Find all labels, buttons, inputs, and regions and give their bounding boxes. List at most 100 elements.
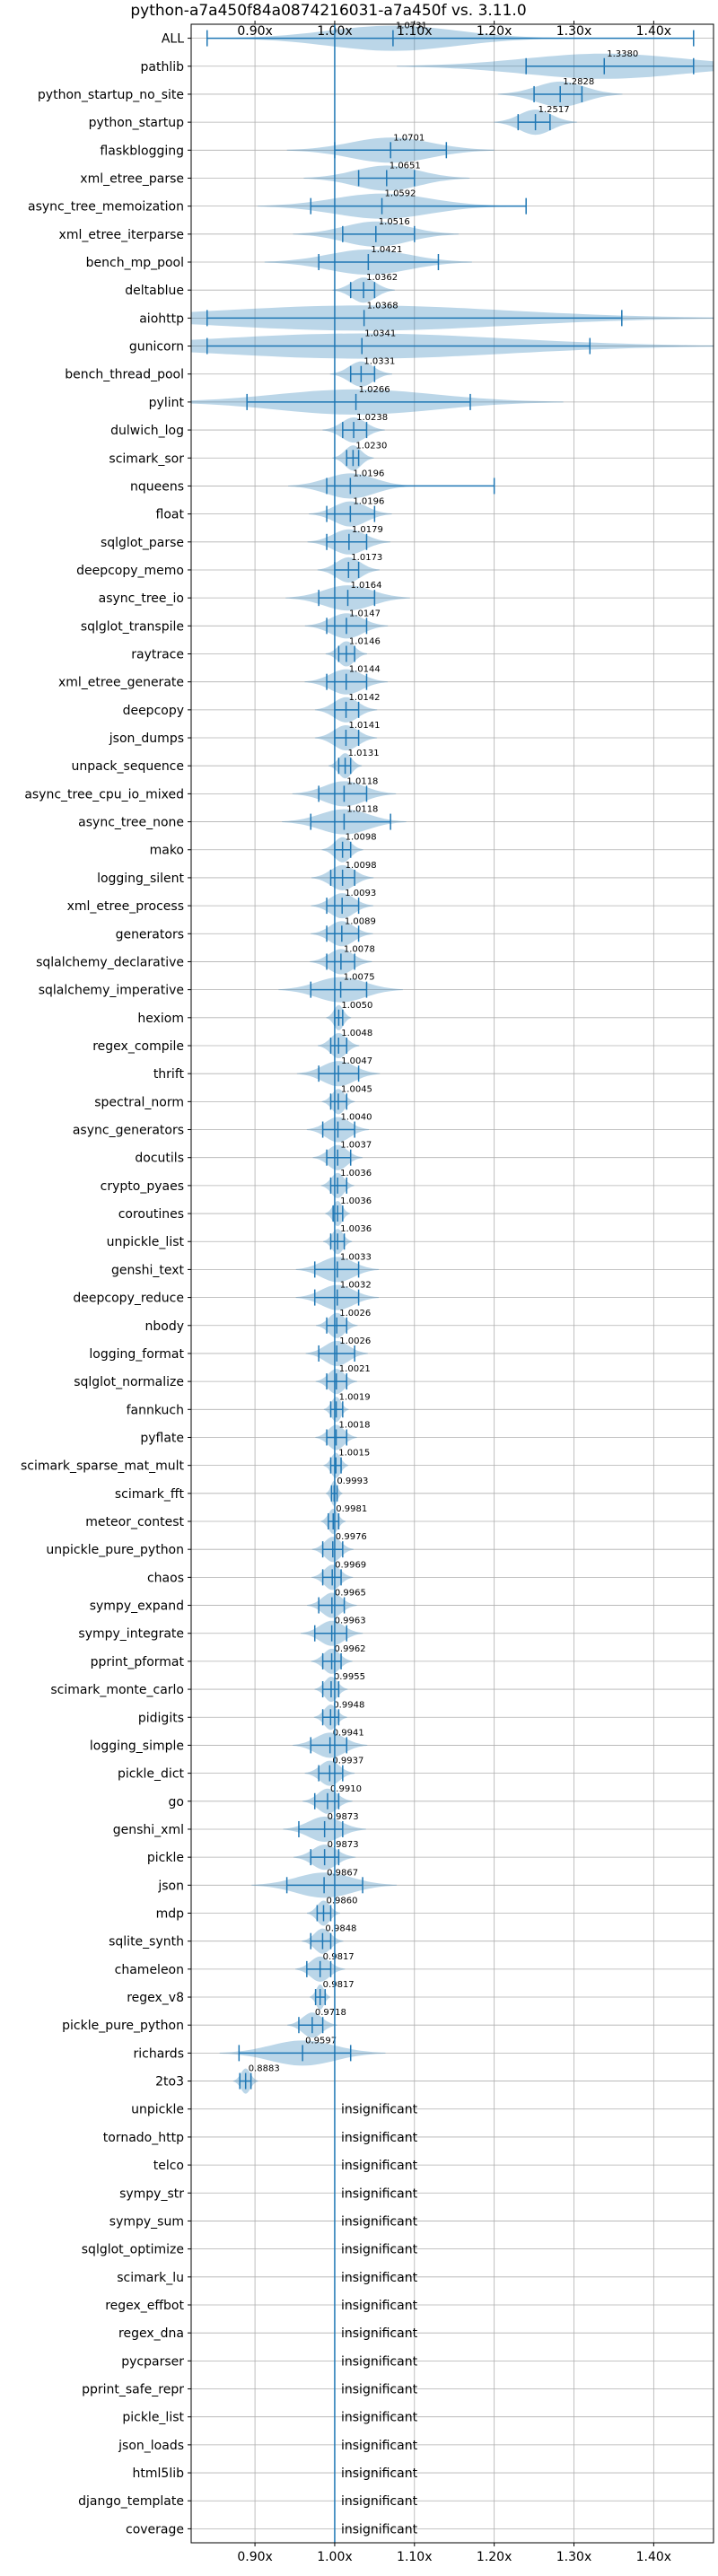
mean-value-label: 1.0266 [359,385,390,395]
mean-value-label: 0.9955 [334,1672,365,1682]
category-label: aiohttp [139,311,184,326]
category-label: xml_etree_parse [80,171,184,186]
mean-value-label: 0.9937 [332,1757,363,1766]
category-label: async_tree_none [78,816,184,830]
mean-value-label: 0.9910 [330,1784,362,1794]
mean-value-label: 1.0015 [338,1449,370,1459]
mean-value-label: 1.0731 [396,22,427,31]
mean-value-label: 1.0033 [340,1252,372,1262]
insignificant-label: insignificant [341,2522,418,2537]
category-label: gunicorn [129,340,184,355]
category-label: unpickle [131,2103,184,2117]
category-label: sqlglot_parse [101,536,184,550]
insignificant-label: insignificant [341,2159,418,2173]
category-label: pickle_dict [118,1767,185,1782]
mean-value-label: 1.0141 [348,721,380,731]
value-annotations: 1.0731 1.3380 1.2828 1.2517 1.0701 1.0651 1.05… [249,22,639,2537]
category-label: pickle [147,1851,184,1865]
category-label: flaskblogging [100,144,184,158]
category-label: nqueens [130,479,184,494]
mean-value-label: 1.0045 [341,1084,372,1094]
mean-value-label: 1.3380 [607,49,638,59]
category-label: pprint_safe_repr [82,2383,184,2397]
mean-value-label: 1.0421 [371,245,402,255]
category-label: sqlglot_normalize [74,1375,184,1389]
mean-value-label: 1.0098 [346,833,377,843]
category-label: go [169,1795,184,1809]
insignificant-label: insignificant [341,2271,418,2285]
category-label: unpack_sequence [72,759,184,774]
mean-value-label: 1.0592 [385,189,416,199]
mean-value-label: 1.0131 [348,749,380,758]
category-label: sympy_sum [109,2214,184,2229]
insignificant-label: insignificant [341,2439,418,2453]
x-tick-label-top: 0.90x [237,24,272,39]
category-label: sympy_integrate [78,1627,184,1642]
mean-value-label: 1.0036 [340,1196,372,1206]
category-label: json_loads [118,2439,184,2453]
mean-value-label: 1.2828 [563,77,594,87]
x-tick-label-top: 1.30x [556,24,591,39]
mean-value-label: 1.0075 [344,973,375,983]
mean-value-label: 1.0048 [341,1029,372,1038]
mean-value-label: 1.0142 [349,693,381,703]
category-label: genshi_xml [113,1823,184,1837]
category-label: scimark_sor [109,451,184,466]
category-label: sqlglot_transpile [81,619,184,634]
x-tick-label-bottom: 1.00x [317,2550,352,2564]
mean-value-label: 1.0173 [351,553,382,563]
category-label: genshi_text [111,1263,185,1277]
mean-value-label: 0.9867 [327,1868,358,1878]
category-label: pickle_pure_python [62,2019,184,2033]
category-label: float [156,508,185,522]
mean-value-label: 1.0230 [355,441,387,451]
category-label: xml_etree_generate [58,676,184,690]
category-label: logging_simple [90,1739,184,1753]
x-tick-label-bottom: 1.40x [636,2550,671,2564]
category-label: ALL [162,32,184,47]
category-label: pycparser [121,2354,184,2369]
mean-value-label: 0.9718 [315,2008,346,2018]
category-label: coverage [126,2522,184,2537]
category-label: python_startup [89,116,184,130]
insignificant-label: insignificant [341,2131,418,2145]
mean-value-label: 1.0037 [340,1141,372,1151]
category-label: sqlalchemy_declarative [36,955,184,969]
category-label: chaos [147,1571,184,1585]
mean-value-label: 1.0118 [346,805,378,815]
category-label: generators [116,927,184,942]
category-label: logging_silent [97,872,184,886]
category-label: richards [134,2046,185,2061]
mean-value-label: 1.0516 [379,217,410,227]
mean-value-label: 1.0331 [363,357,395,367]
plot-frame [190,23,714,2544]
category-label: fannkuch [127,1403,184,1417]
mean-value-label: 1.0047 [341,1056,372,1066]
category-label: json_dumps [109,732,184,746]
category-label: scimark_sparse_mat_mult [21,1459,184,1474]
mean-value-label: 1.0701 [393,133,425,143]
mean-value-label: 1.0147 [349,609,381,618]
x-tick-label-bottom: 0.90x [237,2550,272,2564]
category-label: pylint [149,396,185,410]
category-label: hexiom [137,1012,184,1026]
category-label: logging_format [89,1347,184,1362]
category-label: json [157,1879,184,1893]
category-label: raytrace [131,648,184,662]
mean-value-label: 1.0098 [346,861,377,871]
mean-value-label: 1.0093 [345,889,376,898]
category-label: dulwich_log [110,424,184,438]
category-label: regex_compile [92,1039,184,1054]
category-label: pathlib [141,60,185,74]
mean-value-label: 0.9969 [335,1560,366,1570]
mean-value-label: 1.0118 [346,776,378,786]
category-label: deepcopy_reduce [73,1292,184,1306]
category-label: sqlglot_optimize [82,2243,184,2257]
mean-value-label: 1.0179 [352,525,383,535]
category-label: unpickle_pure_python [46,1543,184,1557]
insignificant-label: insignificant [341,2214,418,2229]
x-tick-label-bottom: 1.30x [556,2550,591,2564]
mean-value-label: 0.9817 [323,1952,355,1962]
x-tick-label-bottom: 1.20x [477,2550,512,2564]
